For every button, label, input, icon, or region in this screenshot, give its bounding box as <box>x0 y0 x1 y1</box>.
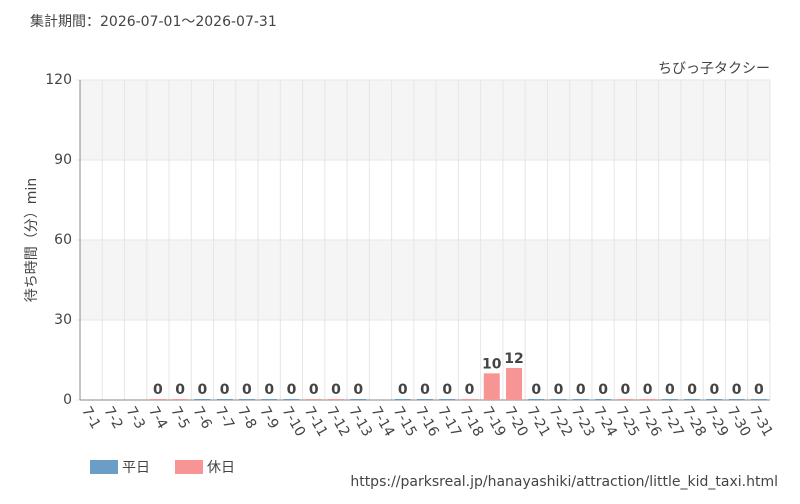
value-label: 12 <box>504 351 523 367</box>
value-label: 0 <box>554 382 564 398</box>
plot-band <box>80 80 770 160</box>
x-tick-label: 7-7 <box>212 404 237 432</box>
value-label: 10 <box>482 356 502 372</box>
bar <box>528 399 545 400</box>
value-label: 0 <box>309 382 319 398</box>
value-label: 0 <box>220 382 230 398</box>
y-tick-label: 0 <box>63 392 72 408</box>
bar <box>261 399 278 400</box>
x-tick-label: 7-8 <box>234 404 259 432</box>
value-label: 0 <box>598 382 608 398</box>
value-label: 0 <box>576 382 586 398</box>
source-url: https://parksreal.jp/hanayashiki/attract… <box>350 474 778 490</box>
y-axis-label: 待ち時間（分）min <box>24 178 40 302</box>
y-tick-label: 60 <box>54 232 72 248</box>
bar <box>417 399 433 400</box>
bar <box>439 399 456 400</box>
x-tick-label: 7-1 <box>78 404 103 432</box>
plot-band <box>80 240 770 320</box>
value-label: 0 <box>620 382 630 398</box>
y-tick-label: 120 <box>45 72 72 88</box>
value-label: 0 <box>687 382 697 398</box>
bar <box>149 399 166 400</box>
bar <box>617 399 634 400</box>
legend-label: 平日 <box>122 460 150 476</box>
y-tick-label: 90 <box>54 152 72 168</box>
bar <box>194 399 211 400</box>
value-label: 0 <box>531 382 541 398</box>
value-label: 0 <box>754 382 764 398</box>
bar <box>238 399 255 400</box>
value-label: 0 <box>465 382 475 398</box>
value-label: 0 <box>643 382 653 398</box>
bar <box>550 399 567 400</box>
x-tick-label: 7-5 <box>167 404 192 432</box>
value-label: 0 <box>331 382 341 398</box>
legend-swatch <box>175 460 203 474</box>
bar <box>661 399 678 400</box>
y-tick-label: 30 <box>54 312 72 328</box>
bar <box>684 399 701 400</box>
value-label: 0 <box>353 382 363 398</box>
x-tick-label: 7-6 <box>189 404 214 432</box>
bar <box>283 399 300 400</box>
x-tick-label: 7-31 <box>746 404 776 440</box>
value-label: 0 <box>398 382 408 398</box>
bar <box>483 373 500 400</box>
bar <box>595 399 612 400</box>
bar <box>350 399 367 400</box>
bar <box>706 399 723 400</box>
bar <box>461 399 478 400</box>
bar <box>639 399 656 400</box>
bar <box>172 399 189 400</box>
bar <box>750 399 767 400</box>
x-tick-label: 7-2 <box>100 404 125 432</box>
chart-title: ちびっ子タクシー <box>658 61 770 77</box>
value-label: 0 <box>732 382 742 398</box>
value-label: 0 <box>420 382 430 398</box>
value-label: 0 <box>709 382 719 398</box>
value-label: 0 <box>665 382 675 398</box>
bar <box>305 399 322 400</box>
value-label: 0 <box>242 382 252 398</box>
legend-label: 休日 <box>207 460 235 476</box>
chart-subtitle: 集計期間：2026-07-01～2026-07-31 <box>30 13 277 30</box>
legend-swatch <box>90 460 118 474</box>
bar <box>216 399 233 400</box>
bar <box>327 399 344 400</box>
x-tick-label: 7-3 <box>123 404 148 432</box>
value-label: 0 <box>198 382 208 398</box>
value-label: 0 <box>153 382 163 398</box>
value-label: 0 <box>264 382 274 398</box>
value-label: 0 <box>175 382 185 398</box>
x-tick-label: 7-4 <box>145 404 170 432</box>
bar <box>572 399 589 400</box>
bar <box>394 399 411 400</box>
bar <box>728 399 745 400</box>
value-label: 0 <box>287 382 297 398</box>
bar <box>506 368 523 400</box>
x-tick-label: 7-9 <box>256 404 281 432</box>
value-label: 0 <box>442 382 452 398</box>
